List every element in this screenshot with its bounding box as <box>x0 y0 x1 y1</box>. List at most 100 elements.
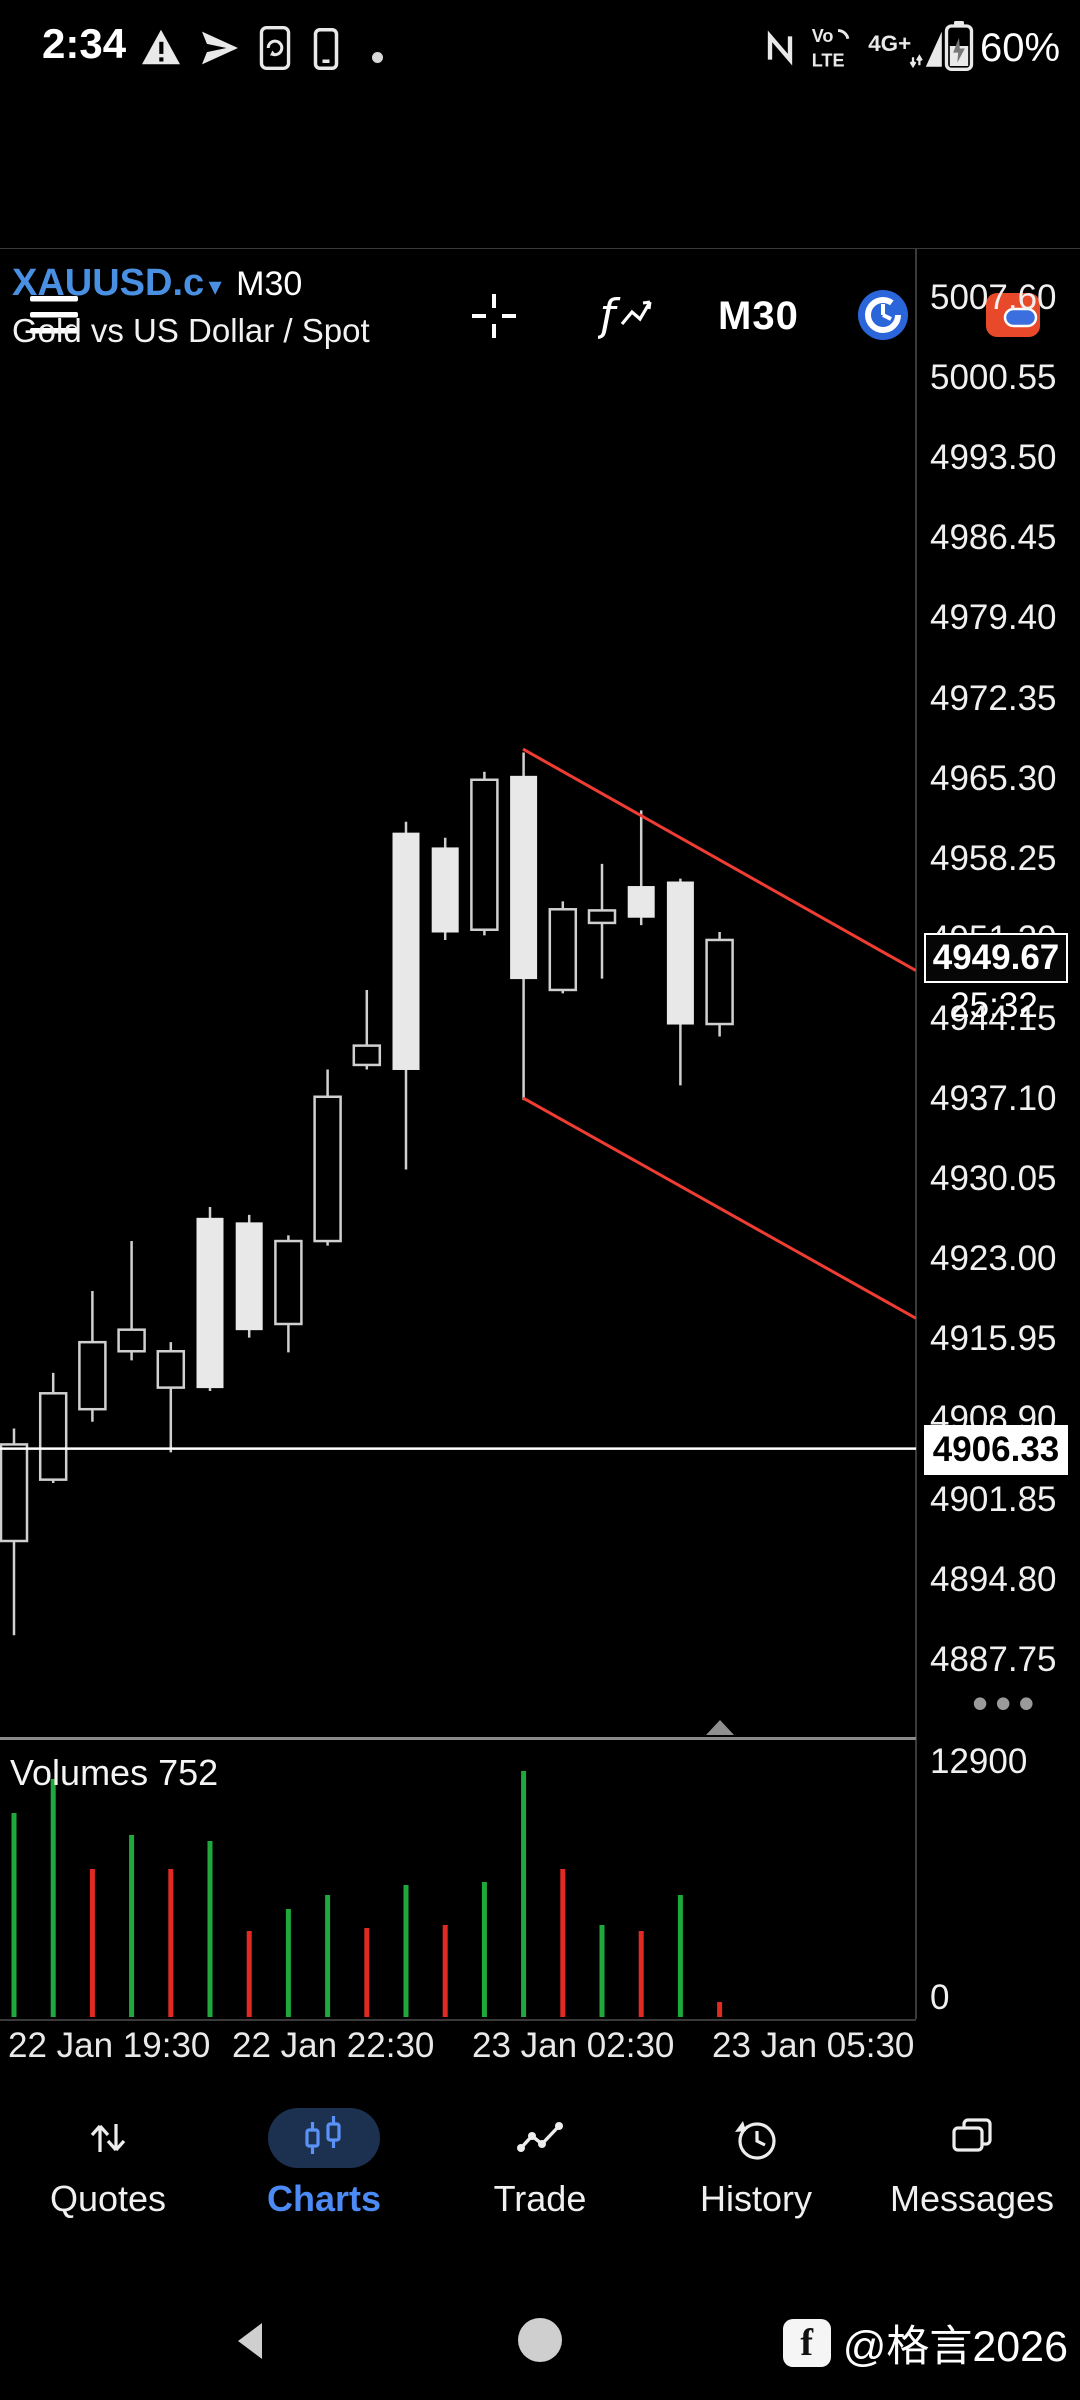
candle <box>196 1206 224 1392</box>
volume-bar <box>717 2001 723 2017</box>
nav-label-charts[interactable]: Charts <box>266 2178 382 2219</box>
nav-item-messages[interactable]: Messages <box>864 2108 1080 2258</box>
candle <box>117 1241 146 1361</box>
volte-icon: Vo LTE <box>810 24 866 70</box>
time-axis-label: 23 Jan 02:30 <box>472 2026 675 2065</box>
battery-icon <box>944 20 974 72</box>
home-button-icon[interactable] <box>518 2318 562 2362</box>
volume-bar <box>560 1869 566 2017</box>
candle <box>431 837 459 940</box>
volume-bar <box>89 1869 95 2017</box>
volume-pane-canvas[interactable] <box>0 1740 916 2020</box>
charts-icon <box>300 2114 348 2162</box>
volume-bar <box>246 1931 252 2017</box>
candle <box>0 1428 29 1636</box>
chart-more-dots[interactable]: ••• <box>972 1677 1042 1729</box>
nav-item-trade[interactable]: Trade <box>432 2108 648 2258</box>
trendline <box>522 747 916 972</box>
price-axis-label: 4993.50 <box>930 438 1057 478</box>
nav-label-quotes[interactable]: Quotes <box>49 2178 167 2219</box>
candle <box>470 771 499 936</box>
candle <box>313 1069 342 1246</box>
volume-bar <box>11 1813 17 2017</box>
sim-phone-icon <box>312 28 340 70</box>
candle <box>666 878 694 1086</box>
bar-countdown: 25:32 <box>950 986 1038 1025</box>
price-axis-label: 5000.55 <box>930 358 1057 398</box>
crosshair-icon[interactable] <box>468 290 520 342</box>
pane-resize-handle-icon[interactable] <box>706 1720 734 1735</box>
volume-bar <box>442 1925 448 2017</box>
price-axis-label: 4944.15 <box>930 998 1057 1038</box>
volume-bar <box>325 1895 331 2017</box>
market-clock-icon[interactable] <box>856 288 910 342</box>
phone-sync-icon <box>258 26 292 70</box>
active-tab-pill <box>268 2108 380 2168</box>
axis-separator-line <box>915 248 917 2019</box>
android-navbar: f @格言2026 <box>0 2290 1080 2400</box>
volume-bar <box>599 1925 605 2017</box>
svg-text:ƒ: ƒ <box>598 290 621 341</box>
volume-indicator-label: Volumes 752 <box>10 1752 219 1793</box>
candle <box>705 931 734 1037</box>
volume-bar <box>50 1779 56 2017</box>
messages-icon <box>948 2114 996 2162</box>
price-axis-label: 4986.45 <box>930 518 1057 558</box>
battery-percent: 60% <box>980 26 1061 70</box>
price-axis-label: 4901.85 <box>930 1479 1057 1519</box>
nav-item-quotes[interactable]: Quotes <box>0 2108 216 2258</box>
symbol-description: Gold vs US Dollar / Spot <box>12 312 370 349</box>
volume-bar <box>168 1869 174 2017</box>
nav-item-charts[interactable]: Charts <box>216 2108 432 2258</box>
pane-divider[interactable] <box>0 1737 916 1740</box>
back-button-icon[interactable] <box>228 2318 274 2364</box>
symbol-dropdown-icon[interactable]: ▾ <box>208 271 222 301</box>
volte-bottom-text: LTE <box>812 51 845 70</box>
price-axis-label: 4958.25 <box>930 838 1057 878</box>
chart-canvas[interactable] <box>0 248 916 1739</box>
candle <box>235 1214 263 1338</box>
time-axis-label: 22 Jan 22:30 <box>232 2026 435 2065</box>
chart-toolbar: ƒ M30 <box>0 140 1080 341</box>
candle <box>548 901 578 994</box>
nav-label-history[interactable]: History <box>699 2178 812 2219</box>
time-axis-label: 23 Jan 05:30 <box>712 2026 915 2065</box>
symbol-header[interactable]: XAUUSD.c ▾ M30 <box>12 262 302 305</box>
symbol-name[interactable]: XAUUSD.c <box>12 262 205 304</box>
volume-bar <box>364 1928 370 2017</box>
nav-label-trade[interactable]: Trade <box>493 2178 587 2219</box>
symbol-timeframe: M30 <box>236 265 303 303</box>
status-time: 2:34 <box>42 20 127 67</box>
broker-app-icon[interactable] <box>986 288 1040 342</box>
candle <box>156 1342 186 1453</box>
nfc-icon <box>760 28 800 68</box>
volume-bar <box>521 1771 527 2017</box>
indicators-icon[interactable]: ƒ <box>598 288 654 344</box>
volume-bar <box>285 1909 291 2017</box>
volume-bar <box>207 1841 213 2017</box>
watermark-text: @格言2026 <box>842 2323 1068 2371</box>
candle <box>274 1235 303 1353</box>
price-axis-label: 4979.40 <box>930 598 1057 638</box>
volume-bottom-border <box>0 2019 916 2021</box>
nav-label-messages[interactable]: Messages <box>889 2178 1055 2219</box>
history-icon <box>732 2114 780 2162</box>
chart-top-border <box>0 248 1080 249</box>
price-axis-label: 4894.80 <box>930 1559 1057 1599</box>
volume-bar <box>481 1882 487 2017</box>
price-axis-label: 4937.10 <box>930 1079 1057 1119</box>
svg-text:4G+: 4G+ <box>868 31 911 56</box>
bottom-navigation: Quotes Charts Trade <box>0 2108 1080 2258</box>
volume-bar <box>129 1835 135 2017</box>
menu-icon[interactable] <box>30 292 82 338</box>
candle <box>627 810 655 926</box>
timeframe-button[interactable]: M30 <box>718 294 799 338</box>
volume-bar <box>677 1895 683 2017</box>
nav-item-history[interactable]: History <box>648 2108 864 2258</box>
volume-axis-max: 12900 <box>930 1742 1028 1781</box>
volume-axis-min: 0 <box>930 1978 950 2017</box>
bid-price-badge: 4906.33 <box>924 1425 1068 1475</box>
trendline <box>522 1096 916 1320</box>
watermark: f @格言2026 <box>782 2312 1068 2374</box>
